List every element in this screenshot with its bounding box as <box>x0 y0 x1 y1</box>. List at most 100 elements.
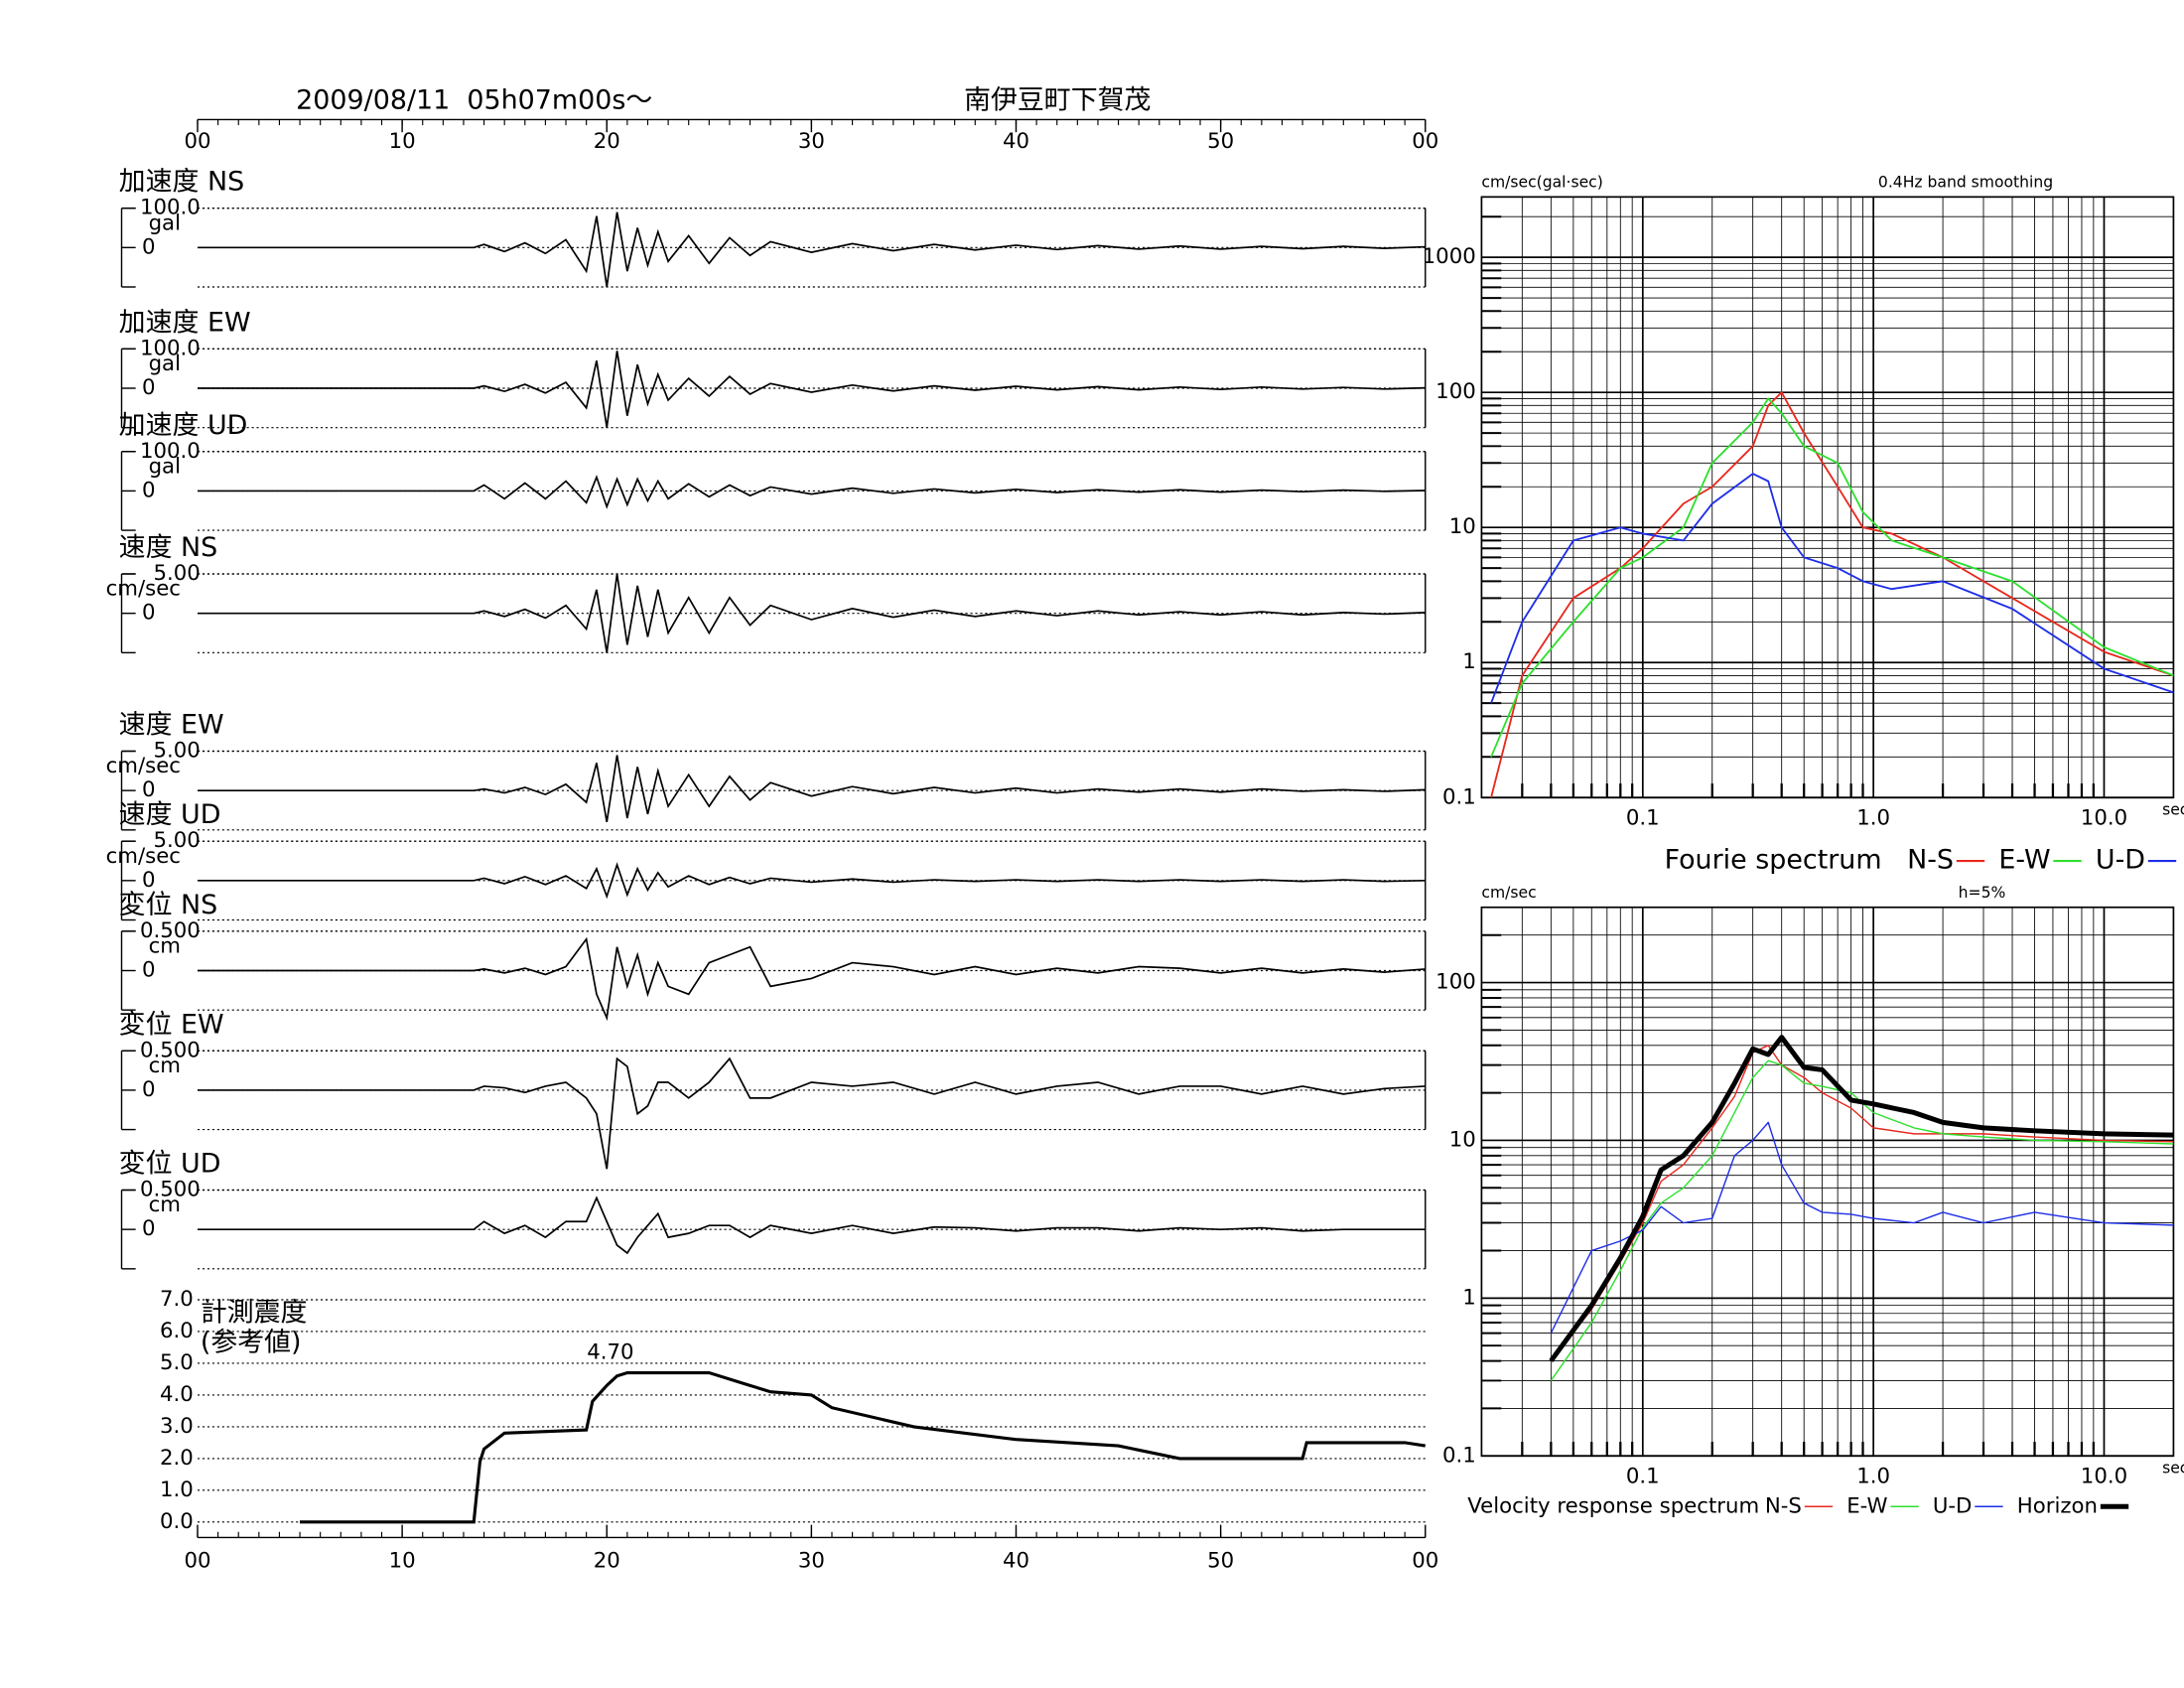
y-tick-label: 2.0 <box>160 1446 194 1471</box>
x-tick-label: 00 <box>184 129 210 154</box>
waveform <box>198 573 1426 653</box>
legend-title: Fourie spectrum <box>1665 845 1882 876</box>
y-tick-label: 0 <box>142 234 156 259</box>
trace-label: 加速度 NS <box>119 167 244 198</box>
trace-label: 加速度 EW <box>119 307 251 338</box>
y-axis-label: cm/sec(gal·sec) <box>1481 174 1602 192</box>
y-tick-label: 4.0 <box>160 1382 194 1407</box>
y-tick-label: 100 <box>1435 970 1476 995</box>
waveform <box>198 1196 1426 1255</box>
y-tick-label: 1.0 <box>160 1477 194 1502</box>
y-tick-label: 100.0 <box>140 336 201 360</box>
waveform <box>198 351 1426 428</box>
y-tick-label: 0.500 <box>140 918 201 943</box>
spectrum-line <box>1490 397 2174 758</box>
plot-frame <box>1480 906 2175 1458</box>
x-axis-label: sec <box>2162 801 2184 819</box>
unit-label: cm/sec <box>106 754 181 778</box>
y-tick-label: 100.0 <box>140 196 201 220</box>
chart-title: 2009/08/11 05h07m00s〜 <box>296 85 652 116</box>
legend-label: Horizon <box>2017 1493 2098 1518</box>
y-tick-label: 5.00 <box>154 828 201 853</box>
trace-label: 加速度 UD <box>119 410 248 441</box>
legend-label: U-D <box>2096 845 2145 876</box>
intensity-subtitle: (参考値) <box>201 1327 302 1357</box>
x-tick-label: 20 <box>594 1549 620 1574</box>
waveform <box>198 936 1426 1022</box>
x-tick-label: 40 <box>1003 129 1029 154</box>
y-tick-label: 0 <box>142 1077 156 1102</box>
note: h=5% <box>1959 884 2006 902</box>
x-tick-label: 10 <box>389 1549 416 1574</box>
x-tick-label: 00 <box>184 1549 210 1574</box>
unit-label: cm <box>149 1193 181 1217</box>
y-tick-label: 0 <box>142 375 156 400</box>
trace-label: 速度 NS <box>119 532 218 563</box>
y-tick-label: 0.1 <box>1442 784 1476 809</box>
y-tick-label: 10 <box>1449 514 1476 539</box>
unit-label: gal <box>149 454 181 479</box>
waveform <box>198 862 1426 900</box>
y-tick-label: 0 <box>142 601 156 626</box>
y-tick-label: 0 <box>142 1216 156 1241</box>
plot-frame <box>1480 196 2175 799</box>
y-tick-label: 5.00 <box>154 739 201 764</box>
legend-label: U-D <box>1933 1493 1973 1518</box>
spectrum-line <box>1550 1059 2174 1381</box>
y-tick-label: 0 <box>142 868 156 893</box>
y-tick-label: 1 <box>1462 1285 1476 1310</box>
legend-label: N-S <box>1765 1493 1802 1518</box>
x-axis-label: sec <box>2162 1460 2184 1477</box>
y-tick-label: 0 <box>142 777 156 802</box>
spectrum-line <box>1490 473 2174 704</box>
y-tick-label: 1000 <box>1423 244 1476 269</box>
trace-label: 変位 NS <box>119 890 218 920</box>
y-tick-label: 0.0 <box>160 1509 194 1534</box>
y-tick-label: 0 <box>142 958 156 983</box>
x-tick-label: 10.0 <box>2081 806 2127 831</box>
x-tick-label: 1.0 <box>1856 1465 1890 1489</box>
x-tick-label: 00 <box>1412 129 1438 154</box>
waveform <box>198 1056 1426 1170</box>
y-axis-label: cm/sec <box>1481 884 1536 902</box>
y-tick-label: 3.0 <box>160 1414 194 1439</box>
legend-label: E-W <box>1998 845 2050 876</box>
unit-label: gal <box>149 211 181 235</box>
legend-label: N-S <box>1907 845 1954 876</box>
y-tick-label: 0.1 <box>1442 1443 1476 1468</box>
x-tick-label: 50 <box>1207 129 1234 154</box>
y-tick-label: 0.500 <box>140 1038 201 1062</box>
trace-label: 変位 EW <box>119 1009 224 1040</box>
x-tick-label: 50 <box>1207 1549 1234 1574</box>
x-tick-label: 00 <box>1412 1549 1438 1574</box>
y-tick-label: 100 <box>1435 379 1476 404</box>
spectrum-line <box>1550 1121 2174 1334</box>
x-tick-label: 30 <box>798 129 825 154</box>
trace-label: 変位 UD <box>119 1149 221 1180</box>
y-tick-label: 0 <box>142 478 156 502</box>
trace-label: 速度 UD <box>119 799 221 830</box>
legend-title: Velocity response spectrum <box>1467 1493 1759 1518</box>
waveform <box>198 475 1426 509</box>
unit-label: cm/sec <box>106 577 181 602</box>
unit-label: cm <box>149 933 181 958</box>
x-tick-label: 0.1 <box>1626 806 1660 831</box>
y-tick-label: 7.0 <box>160 1287 194 1312</box>
intensity-line <box>300 1370 1426 1524</box>
x-tick-label: 30 <box>798 1549 825 1574</box>
waveform <box>198 755 1426 823</box>
y-tick-label: 1 <box>1462 649 1476 674</box>
y-tick-label: 100.0 <box>140 439 201 464</box>
x-tick-label: 0.1 <box>1626 1465 1660 1489</box>
spectrum-line <box>1490 391 2174 798</box>
peak-label: 4.70 <box>587 1340 633 1365</box>
intensity-title: 計測震度 <box>201 1298 308 1329</box>
unit-label: gal <box>149 352 181 376</box>
x-tick-label: 10.0 <box>2081 1465 2127 1489</box>
note: 0.4Hz band smoothing <box>1878 174 2053 192</box>
y-tick-label: 5.00 <box>154 561 201 586</box>
x-tick-label: 10 <box>389 129 416 154</box>
x-tick-label: 20 <box>594 129 620 154</box>
